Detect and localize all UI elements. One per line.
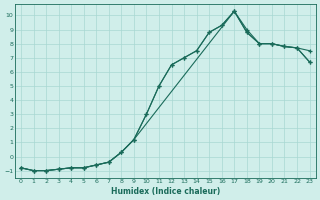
X-axis label: Humidex (Indice chaleur): Humidex (Indice chaleur) — [111, 187, 220, 196]
